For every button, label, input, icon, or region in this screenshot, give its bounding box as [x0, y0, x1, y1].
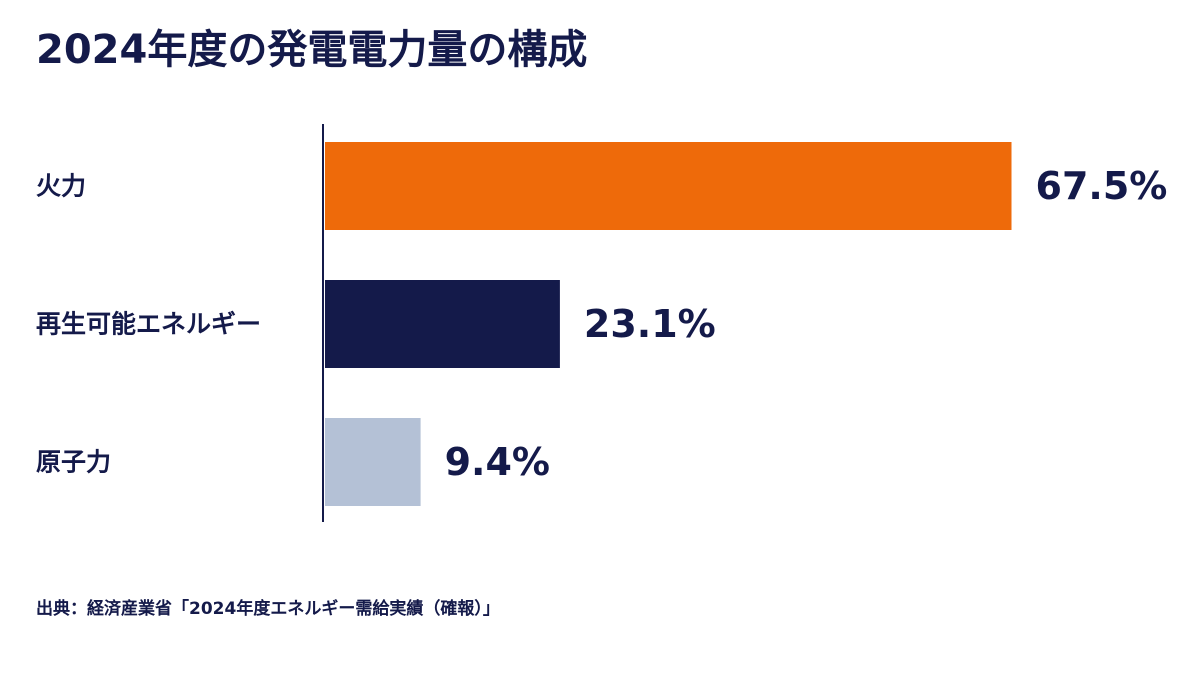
bar-2	[325, 418, 421, 506]
bar-0	[325, 142, 1012, 230]
category-label: 再生可能エネルギー	[36, 310, 261, 339]
data-label: 9.4%	[445, 440, 550, 484]
category-label: 原子力	[36, 448, 111, 477]
category-label: 火力	[36, 172, 86, 201]
bar-1	[325, 280, 560, 368]
chart-title: 2024年度の発電電力量の構成	[36, 27, 588, 73]
data-label: 67.5%	[1036, 164, 1168, 208]
source-note: 出典：経済産業省「2024年度エネルギー需給実績（確報）」	[36, 599, 500, 619]
data-label: 23.1%	[584, 302, 716, 346]
